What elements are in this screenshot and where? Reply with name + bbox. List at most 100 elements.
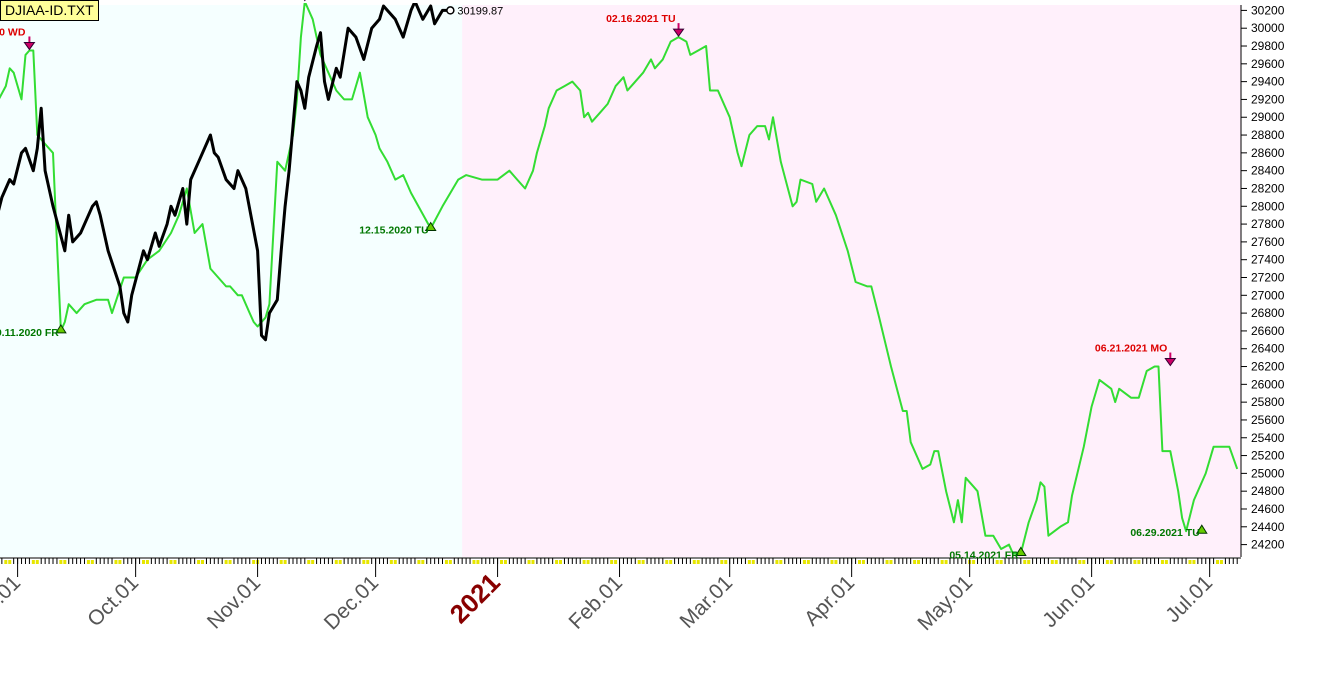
trough-marker bbox=[1195, 524, 1208, 534]
x-day-mark bbox=[114, 560, 118, 564]
x-day-mark bbox=[527, 560, 531, 564]
x-day-mark bbox=[141, 560, 145, 564]
x-tick-label: Mar.01 bbox=[676, 571, 738, 633]
x-day-mark bbox=[531, 560, 535, 564]
x-day-mark bbox=[1023, 560, 1027, 564]
y-tick-label: 25400 bbox=[1251, 431, 1285, 445]
x-day-mark bbox=[669, 560, 673, 564]
y-tick-label: 29400 bbox=[1251, 75, 1285, 89]
y-tick-label: 29000 bbox=[1251, 110, 1285, 124]
last-value-label: 30199.87 bbox=[457, 5, 503, 17]
x-tick-label: Feb.01 bbox=[565, 571, 628, 634]
x-day-mark bbox=[913, 560, 917, 564]
peak-marker bbox=[23, 41, 36, 51]
peak-label: 06.21.2021 MO bbox=[1095, 343, 1167, 355]
x-day-mark bbox=[173, 560, 177, 564]
past-background bbox=[0, 5, 463, 557]
x-day-mark bbox=[1216, 560, 1220, 564]
trough-label: 06.29.2021 TU bbox=[1130, 527, 1199, 539]
ticker-label[interactable]: DJIAA-ID.TXT bbox=[0, 0, 99, 21]
x-day-mark bbox=[834, 560, 838, 564]
y-axis-ticks: 24200 24400 24600 24800 25000 25200 25400 25600… bbox=[1241, 3, 1285, 552]
turning-point-annotations: .2020 WD09.11.2020 FR11.13.2020 FR12.15.… bbox=[0, 0, 1208, 562]
x-day-mark bbox=[802, 560, 806, 564]
x-day-mark bbox=[145, 560, 149, 564]
x-day-mark bbox=[1164, 560, 1168, 564]
y-tick-label: 24200 bbox=[1251, 538, 1285, 552]
x-day-mark bbox=[8, 560, 12, 564]
future-background bbox=[462, 5, 1241, 557]
x-tick-label: Jun.01 bbox=[1038, 571, 1099, 632]
x-day-mark bbox=[610, 560, 614, 564]
x-day-mark bbox=[637, 560, 641, 564]
y-tick-label: 26800 bbox=[1251, 306, 1285, 320]
y-tick-label: 28000 bbox=[1251, 199, 1285, 213]
y-tick-label: 25800 bbox=[1251, 395, 1285, 409]
y-tick-label: 26400 bbox=[1251, 342, 1285, 356]
last-value-marker bbox=[446, 6, 455, 15]
x-day-mark bbox=[169, 560, 173, 564]
x-day-mark bbox=[1054, 560, 1058, 564]
trough-marker bbox=[1014, 546, 1027, 556]
x-day-mark bbox=[393, 560, 397, 564]
x-day-mark bbox=[4, 560, 8, 564]
x-day-mark bbox=[779, 560, 783, 564]
peak-marker bbox=[672, 28, 685, 37]
x-tick-label: Apr.01 bbox=[800, 571, 859, 630]
x-day-mark bbox=[1137, 560, 1141, 564]
x-day-mark bbox=[885, 560, 889, 564]
x-day-mark bbox=[31, 560, 35, 564]
x-axis: Sep.01 Oct.01 Nov.01 Dec.01 2021 Feb.01 Mar.01… bbox=[0, 557, 1241, 635]
x-day-mark bbox=[228, 560, 232, 564]
y-tick-label: 28600 bbox=[1251, 146, 1285, 160]
y-tick-label: 28200 bbox=[1251, 181, 1285, 195]
trough-marker bbox=[424, 221, 437, 232]
x-day-mark bbox=[775, 560, 779, 564]
x-day-mark bbox=[338, 560, 342, 564]
x-day-mark bbox=[614, 560, 618, 564]
x-day-mark bbox=[366, 560, 370, 564]
x-tick-label: Jul.01 bbox=[1161, 571, 1217, 627]
y-tick-label: 24800 bbox=[1251, 484, 1285, 498]
x-day-mark bbox=[995, 560, 999, 564]
y-tick-label: 29600 bbox=[1251, 57, 1285, 71]
x-day-mark bbox=[444, 560, 448, 564]
x-day-mark bbox=[696, 560, 700, 564]
x-day-mark bbox=[421, 560, 425, 564]
x-day-mark bbox=[90, 560, 94, 564]
y-tick-label: 28400 bbox=[1251, 164, 1285, 178]
x-day-mark bbox=[1192, 560, 1196, 564]
x-day-mark bbox=[118, 560, 122, 564]
y-tick-label: 24400 bbox=[1251, 520, 1285, 534]
trough-label: 09.11.2020 FR bbox=[0, 327, 59, 339]
x-day-mark bbox=[389, 560, 393, 564]
x-day-mark bbox=[334, 560, 338, 564]
y-tick-label: 26200 bbox=[1251, 360, 1285, 374]
x-day-mark bbox=[555, 560, 559, 564]
x-day-mark bbox=[559, 560, 563, 564]
x-day-mark bbox=[724, 560, 728, 564]
y-tick-label: 26600 bbox=[1251, 324, 1285, 338]
x-day-mark bbox=[999, 560, 1003, 564]
x-day-mark bbox=[582, 560, 586, 564]
x-day-mark bbox=[476, 560, 480, 564]
x-day-mark bbox=[311, 560, 315, 564]
x-day-mark bbox=[1082, 560, 1086, 564]
x-day-mark bbox=[283, 560, 287, 564]
y-tick-label: 27200 bbox=[1251, 271, 1285, 285]
x-day-mark bbox=[720, 560, 724, 564]
x-day-mark bbox=[889, 560, 893, 564]
x-day-mark bbox=[1078, 560, 1082, 564]
x-day-mark bbox=[35, 560, 39, 564]
x-day-mark bbox=[417, 560, 421, 564]
x-day-mark bbox=[972, 560, 976, 564]
x-day-mark bbox=[1219, 560, 1223, 564]
y-tick-label: 25200 bbox=[1251, 449, 1285, 463]
x-day-mark bbox=[830, 560, 834, 564]
x-tick-label: Dec.01 bbox=[320, 571, 383, 634]
y-tick-label: 25000 bbox=[1251, 466, 1285, 480]
x-day-mark bbox=[1105, 560, 1109, 564]
x-tick-label: Nov.01 bbox=[203, 571, 265, 633]
x-day-mark bbox=[858, 560, 862, 564]
